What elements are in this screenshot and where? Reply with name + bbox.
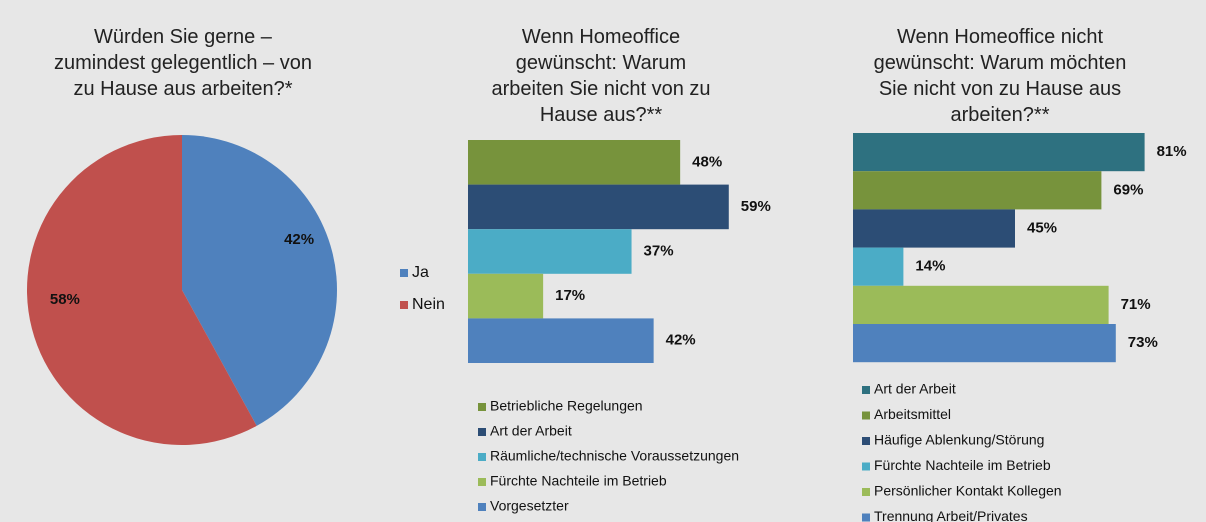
- legend-label: Arbeitsmittel: [874, 406, 951, 422]
- legend-swatch: [400, 301, 408, 309]
- legend-label: Persönlicher Kontakt Kollegen: [874, 483, 1062, 499]
- legend-label: Räumliche/technische Voraussetzungen: [490, 448, 739, 464]
- legend-swatch: [478, 453, 486, 461]
- legend-label: Art der Arbeit: [490, 423, 572, 439]
- chart-title: Wenn Homeoffice gewünscht: Warum arbeite…: [491, 26, 711, 126]
- data-label: 48%: [692, 153, 722, 170]
- legend-label: Fürchte Nachteile im Betrieb: [874, 457, 1051, 473]
- data-label: 69%: [1113, 181, 1143, 198]
- data-label: 59%: [741, 198, 771, 215]
- pie-slice: [26, 135, 257, 446]
- bar: [468, 184, 729, 230]
- legend-label: Häufige Ablenkung/Störung: [874, 432, 1044, 448]
- bar: [468, 318, 654, 363]
- chart-title: Würden Sie gerne – zumindest gelegentlic…: [54, 26, 312, 100]
- data-label: 45%: [1027, 219, 1057, 236]
- bar: [853, 171, 1102, 210]
- data-label: 42%: [666, 332, 696, 349]
- legend-label: Vorgesetzter: [490, 498, 569, 514]
- bar: [468, 229, 632, 274]
- legend-label: Ja: [412, 264, 429, 281]
- data-label: 81%: [1157, 143, 1187, 160]
- pie-slice: [182, 135, 337, 426]
- data-label: 71%: [1121, 296, 1151, 313]
- bar: [468, 140, 681, 185]
- bar: [853, 285, 1109, 324]
- legend-swatch: [478, 503, 486, 511]
- legend-swatch: [478, 428, 486, 436]
- legend-swatch: [862, 411, 870, 420]
- legend-swatch: [862, 462, 870, 471]
- chart-title: Wenn Homeoffice nicht gewünscht: Warum m…: [873, 26, 1127, 126]
- data-label: 58%: [50, 291, 80, 308]
- legend-swatch: [478, 403, 486, 411]
- bar: [853, 209, 1015, 248]
- legend-swatch: [400, 269, 408, 277]
- legend-swatch: [862, 386, 870, 394]
- bar: [853, 324, 1116, 363]
- bar: [853, 247, 904, 286]
- legend-label: Art der Arbeit: [874, 381, 956, 397]
- data-label: 37%: [644, 242, 674, 259]
- legend-label: Trennung Arbeit/Privates: [874, 508, 1028, 522]
- legend-swatch: [862, 488, 870, 496]
- legend-swatch: [862, 513, 870, 522]
- data-label: 14%: [915, 258, 945, 275]
- legend-label: Betriebliche Regelungen: [490, 398, 643, 414]
- data-label: 42%: [284, 231, 314, 248]
- legend-swatch: [478, 478, 486, 486]
- data-label: 17%: [555, 287, 585, 304]
- data-label: 73%: [1128, 334, 1158, 351]
- legend-label: Nein: [412, 296, 445, 313]
- bar: [853, 133, 1145, 172]
- bar: [468, 273, 544, 319]
- legend-swatch: [862, 437, 870, 445]
- legend-label: Fürchte Nachteile im Betrieb: [490, 473, 667, 489]
